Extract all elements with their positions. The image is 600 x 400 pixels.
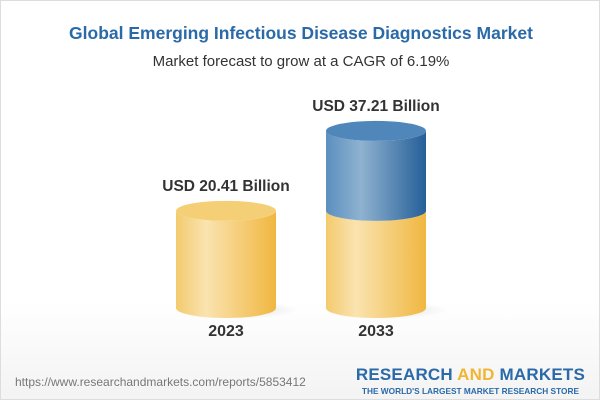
data-label: USD 37.21 Billion bbox=[312, 98, 439, 115]
data-label: USD 20.41 Billion bbox=[162, 178, 289, 195]
source-url[interactable]: https://www.researchandmarkets.com/repor… bbox=[15, 375, 306, 389]
cylinder-base-segment bbox=[176, 210, 276, 318]
cylinder-growth-segment bbox=[326, 130, 426, 221]
cylinder-base-segment bbox=[326, 210, 426, 318]
research-and-markets-logo: RESEARCH AND MARKETS THE WORLD'S LARGEST… bbox=[355, 365, 585, 396]
chart-title: Global Emerging Infectious Disease Diagn… bbox=[69, 23, 533, 43]
category-label: 2033 bbox=[358, 323, 394, 340]
cylinder-chart: USD 20.41 Billion 2023 USD 37.21 Billion 20… bbox=[162, 98, 448, 340]
chart-subtitle: Market forecast to grow at a CAGR of 6.1… bbox=[152, 53, 450, 70]
cylinder-top bbox=[326, 120, 426, 141]
cylinder-top bbox=[176, 200, 276, 221]
category-label: 2023 bbox=[208, 323, 244, 340]
